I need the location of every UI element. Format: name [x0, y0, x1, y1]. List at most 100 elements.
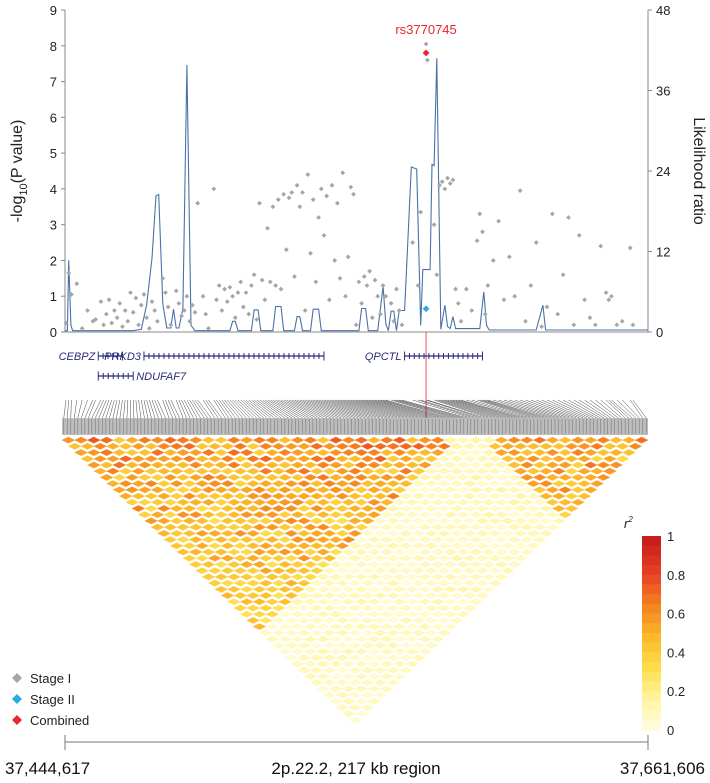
ld-cell [335, 617, 350, 624]
ld-cell [290, 561, 305, 568]
ld-cell [513, 492, 528, 500]
ld-cell [182, 505, 197, 512]
ld-cell [462, 604, 477, 612]
ld-cell [182, 542, 197, 550]
colorbar-step [642, 623, 661, 634]
ld-cell [259, 554, 273, 562]
ld-cell [322, 442, 337, 450]
ld-cell [545, 474, 560, 481]
stage-i-point [262, 297, 268, 303]
ld-cell [297, 592, 311, 599]
snp-connector [88, 399, 96, 419]
ld-cell [290, 436, 305, 444]
ld-cell [373, 666, 388, 674]
ld-cell [227, 561, 241, 568]
ld-cell [309, 554, 324, 562]
legend-item-stage-i: Stage I [12, 671, 71, 686]
snp-connector [138, 399, 142, 419]
ld-cell [513, 517, 528, 525]
ld-cell [252, 498, 267, 506]
snp-connector [70, 399, 72, 419]
ld-cell [450, 517, 464, 525]
ld-cell [380, 573, 394, 581]
snp-connector [74, 399, 77, 419]
ld-cell [227, 598, 241, 606]
ld-cell [367, 660, 381, 668]
ld-cell [137, 474, 152, 481]
snp-connector [109, 399, 115, 419]
ld-cell [284, 641, 299, 649]
ld-cell [335, 492, 350, 500]
ld-cell [494, 498, 509, 506]
ld-cell [596, 449, 611, 456]
ld-cell [437, 567, 451, 575]
snp-connector [259, 399, 285, 419]
ld-cell [507, 474, 522, 481]
ld-cell [309, 505, 324, 512]
stage-i-point [103, 311, 109, 317]
snp-connector [452, 399, 513, 419]
ld-cell [227, 436, 241, 444]
ld-cell [131, 480, 146, 487]
ld-cell [405, 598, 420, 606]
ld-cell [316, 436, 330, 444]
ld-cell [354, 461, 369, 469]
ld-cell [290, 585, 305, 593]
stage-i-point [485, 283, 491, 288]
stage-i-point [168, 322, 174, 328]
snp-connector [460, 399, 524, 419]
ld-cell [367, 548, 381, 556]
stage-i-point [423, 41, 429, 47]
ld-cell [583, 461, 598, 469]
ld-cell [360, 604, 375, 612]
ld-cell [220, 455, 235, 463]
ld-cell [150, 523, 165, 531]
ld-cell [112, 461, 127, 469]
ld-cell [539, 530, 553, 537]
ld-cell [462, 517, 477, 525]
stage-i-point [474, 238, 480, 244]
ld-cell [539, 455, 553, 463]
ld-cell [571, 486, 585, 494]
ld-cell [87, 436, 101, 444]
ld-cell [628, 442, 643, 450]
ld-cell [227, 536, 241, 543]
ld-cell [278, 449, 292, 456]
ld-cell [220, 530, 235, 537]
ld-cell [246, 505, 260, 512]
stage-i-point [257, 200, 262, 206]
stage-i-point [305, 172, 311, 177]
snp-connector [444, 399, 503, 419]
ld-cell [290, 660, 305, 668]
ld-cell [399, 554, 413, 562]
stage-i-point [337, 275, 343, 281]
colorbar-step [642, 565, 661, 576]
ld-cell [481, 474, 496, 481]
ld-cell [290, 511, 305, 519]
ld-cell [424, 542, 439, 550]
stage-i-point [321, 233, 327, 238]
ld-cell [278, 511, 292, 519]
ld-cell [622, 436, 636, 444]
ld-cell [163, 436, 178, 444]
snp-connector [123, 399, 126, 419]
ld-cell [405, 635, 420, 643]
ld-cell [430, 585, 445, 593]
ld-cell [443, 598, 458, 606]
ld-cell [214, 436, 229, 444]
ld-cell [469, 449, 483, 456]
ld-cell [424, 567, 439, 575]
ld-cell [399, 505, 413, 512]
ld-heatmap [61, 436, 649, 724]
ld-cell [259, 604, 273, 612]
stage-i-point [340, 170, 346, 176]
ld-cell [430, 536, 445, 543]
ld-cell [386, 604, 401, 612]
snp-connector [98, 399, 107, 419]
ld-cell [99, 449, 114, 456]
ld-cell [424, 492, 439, 500]
ld-cell [354, 511, 369, 519]
stage-i-point [173, 288, 179, 294]
ld-cell [526, 530, 541, 537]
